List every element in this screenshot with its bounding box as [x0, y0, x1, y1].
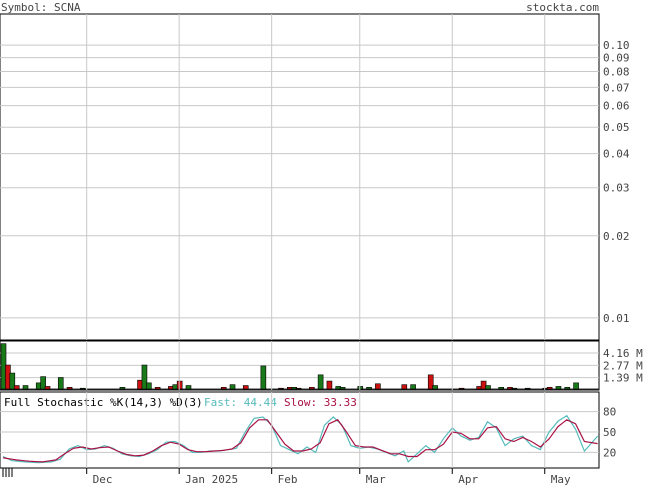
volume-bar: [242, 385, 249, 390]
volume-bar: [9, 372, 16, 390]
volume-bar: [410, 384, 416, 390]
price-tick-label: 0.01: [603, 312, 630, 325]
stochastic-fast-line: [2, 414, 599, 464]
volume-bar: [79, 387, 86, 390]
price-tick-label: 0.04: [603, 148, 630, 161]
price-tick-label: 0.06: [603, 100, 630, 113]
volume-bar: [185, 385, 192, 390]
price-tick-label: 0.09: [603, 52, 630, 65]
price-tick-label: 0.08: [603, 66, 630, 79]
price-tick-label: 0.03: [603, 182, 630, 195]
volume-panel: 4.16 M2.77 M1.39 M: [0, 340, 643, 391]
volume-bar: [40, 376, 46, 390]
volume-bar: [317, 374, 324, 390]
volume-bar: [546, 387, 553, 390]
volume-bar: [154, 387, 161, 390]
volume-bar: [326, 380, 333, 390]
price-panel: 0.100.090.08 0.07 0.06 0.05 0.04 0.03 0.02 0.01: [0, 13, 630, 341]
x-axis-month-label: Mar: [366, 473, 386, 486]
volume-bar: [309, 387, 315, 390]
volume-bar: [119, 387, 126, 390]
x-axis-month-label: Feb: [278, 473, 298, 486]
fast-value-label: Fast: 44.44: [204, 396, 277, 409]
volume-bar: [44, 386, 51, 390]
volume-bar: [146, 382, 152, 390]
volume-bar: [66, 387, 73, 390]
volume-bar: [229, 384, 236, 390]
volume-bar: [485, 385, 491, 390]
site-label: stockta.com: [526, 1, 599, 14]
volume-bar: [511, 387, 518, 390]
stochastic-panel-frame: [0, 391, 600, 469]
volume-bar: [401, 384, 408, 390]
x-axis-month-label: May: [551, 473, 571, 486]
volume-bar: [220, 387, 227, 390]
slow-value-label: Slow: 33.33: [284, 396, 357, 409]
volume-bar: [458, 387, 465, 390]
volume-bar: [564, 387, 571, 390]
volume-bar: [22, 385, 29, 390]
volume-bar: [573, 382, 579, 390]
volume-bar: [57, 377, 64, 390]
volume-bar: [366, 387, 372, 390]
volume-bar: [141, 364, 148, 390]
price-tick-label: 0.10: [603, 39, 630, 52]
volume-bar: [427, 374, 434, 390]
price-tick-label: 0.07: [603, 81, 630, 94]
stochastic-tick-label: 50: [603, 426, 616, 439]
volume-bar: [432, 385, 438, 390]
price-tick-label: 0.05: [603, 121, 630, 134]
volume-tick-label: 1.39 M: [603, 372, 643, 385]
volume-tick-label: 2.77 M: [603, 359, 643, 372]
volume-tick-label: 4.16 M: [603, 347, 643, 360]
volume-bar: [524, 387, 531, 390]
volume-bar: [375, 383, 381, 390]
x-axis-month-label: Dec: [93, 473, 113, 486]
symbol-label: Symbol: SCNA: [1, 1, 81, 14]
volume-bar: [498, 387, 504, 390]
price-tick-label: 0.02: [603, 230, 630, 243]
volume-bar: [555, 386, 562, 390]
stochastic-tick-label: 20: [603, 446, 616, 459]
volume-bar: [278, 387, 284, 390]
x-axis-month-label: Jan 2025: [185, 473, 238, 486]
price-panel-frame: [0, 13, 600, 341]
volume-bar: [480, 380, 487, 390]
volume-bar: [13, 385, 20, 390]
stochastic-panel: Full Stochastic %K(14,3) %D(3) Fast: 44.…: [0, 391, 616, 469]
stochastic-title: Full Stochastic %K(14,3) %D(3): [4, 396, 203, 409]
stochastic-slow-line: [2, 419, 598, 463]
x-axis: Dec Jan 2025 Feb Mar Apr May: [2, 468, 571, 486]
x-axis-month-label: Apr: [458, 473, 478, 486]
volume-bar: [260, 365, 267, 390]
volume-bar: [339, 387, 346, 390]
volume-bar: [295, 387, 302, 390]
stochastic-tick-label: 80: [603, 406, 616, 419]
